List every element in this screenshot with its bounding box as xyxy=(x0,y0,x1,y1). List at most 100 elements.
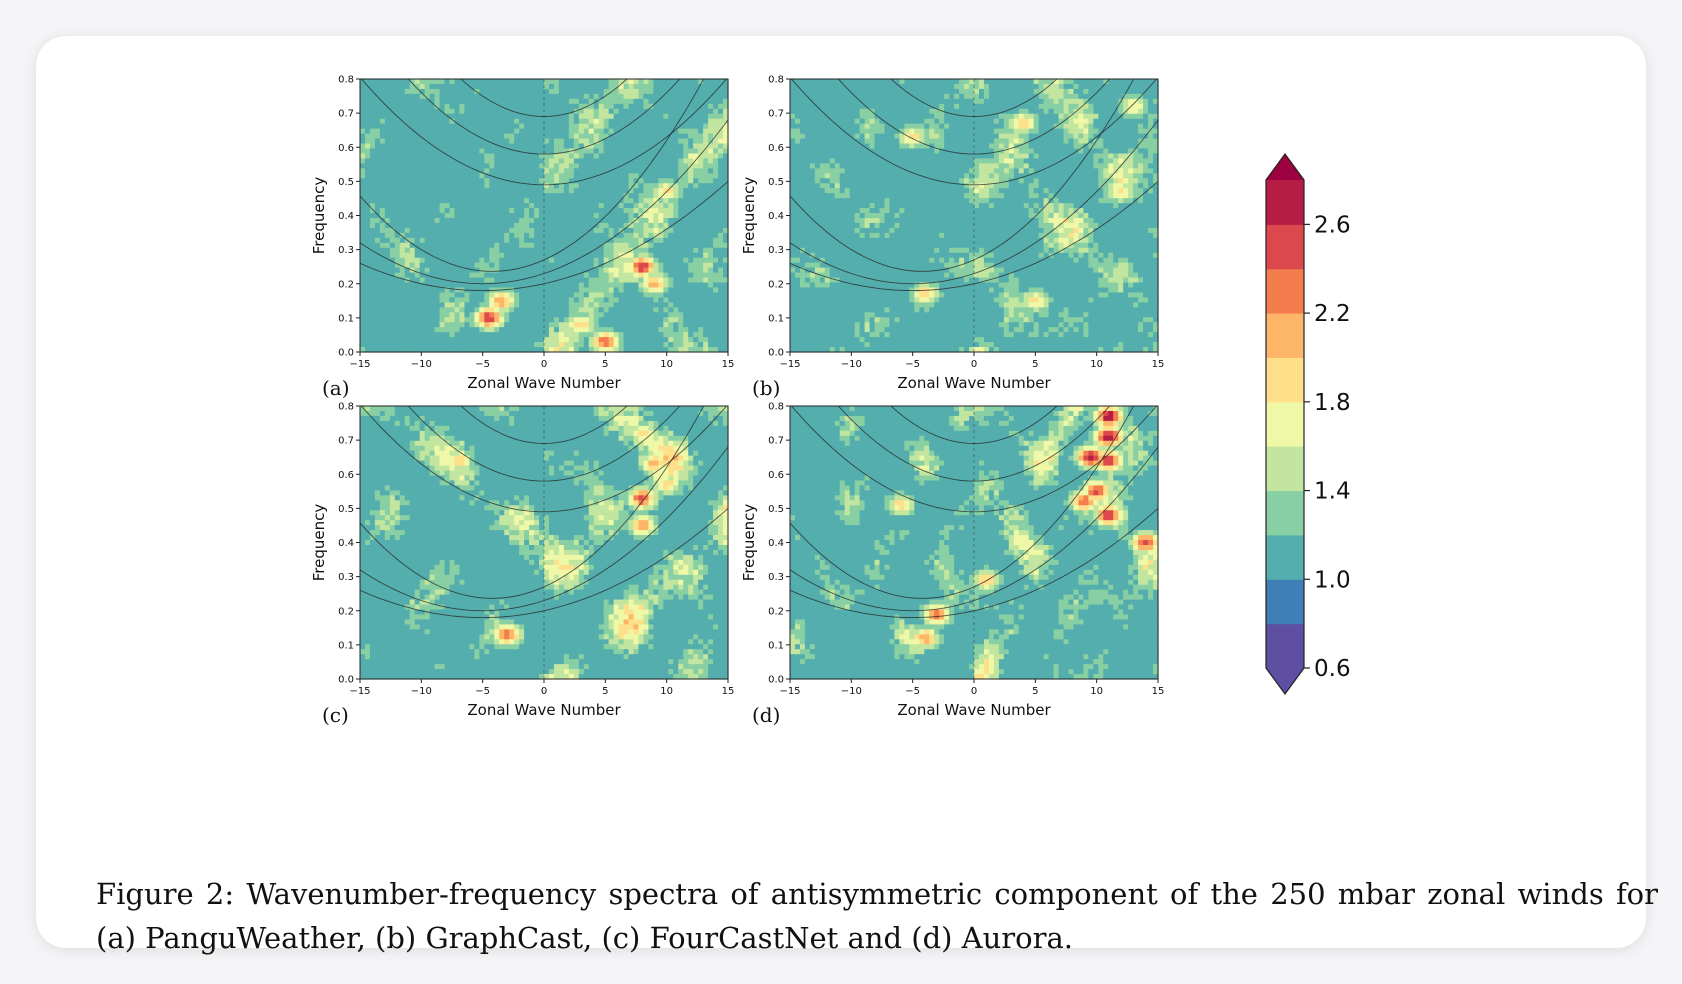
x-tick-label: 15 xyxy=(722,359,735,370)
panel-c: −15 −10 −5 0 5 10 15 0.0 0.1 0.2 0.3 0.4 0.5 0.6 0.7 0.… xyxy=(310,402,735,728)
x-tick-label: −15 xyxy=(349,359,370,370)
y-tick-label: 0.6 xyxy=(338,470,354,481)
heatmap-field xyxy=(360,406,729,680)
heatmap-field xyxy=(360,79,729,353)
x-tick-label: 10 xyxy=(660,359,673,370)
colorbar-tick-label: 2.2 xyxy=(1314,301,1351,327)
y-tick-label: 0.2 xyxy=(338,606,354,617)
colorbar-segment xyxy=(1266,357,1304,403)
y-tick-label: 0.0 xyxy=(338,348,354,359)
x-tick-label: 10 xyxy=(1090,686,1103,697)
x-tick-label: −5 xyxy=(905,686,920,697)
dispersion-curve xyxy=(837,406,1111,482)
colorbar-segment xyxy=(1266,268,1304,314)
panel-a: −15 −10 −5 0 5 10 15 0.0 0.1 0.2 0.3 0.4 0.5 0.6 0.7 0.… xyxy=(310,75,735,401)
panels-layer: −15 −10 −5 0 5 10 15 0.0 0.1 0.2 0.3 0.4 0.5 0.6 0.7 0.… xyxy=(310,75,1165,728)
y-axis-label: Frequency xyxy=(310,177,328,255)
x-tick-label: 5 xyxy=(602,359,608,370)
x-axis-label: Zonal Wave Number xyxy=(467,374,621,392)
x-tick-label: 15 xyxy=(1152,359,1165,370)
y-tick-label: 0.4 xyxy=(338,538,354,549)
colorbar: 0.6 1.0 1.4 1.8 2.2 2.6 xyxy=(1265,152,1351,696)
colorbar-extend-max xyxy=(1266,154,1304,180)
dispersion-curve xyxy=(407,79,681,155)
dispersion-curve xyxy=(360,406,728,513)
colorbar-segment xyxy=(1266,490,1304,536)
y-tick-label: 0.5 xyxy=(768,504,784,515)
y-tick-label: 0.8 xyxy=(768,402,784,413)
colorbar-segment xyxy=(1266,623,1304,669)
y-tick-label: 0.1 xyxy=(768,313,784,324)
x-tick-label: 5 xyxy=(1032,359,1038,370)
caption-text: Wavenumber-frequency spectra of antisymm… xyxy=(96,877,1659,955)
x-tick-label: 5 xyxy=(1032,686,1038,697)
panel-label: (a) xyxy=(322,376,350,400)
panel-label: (b) xyxy=(752,376,780,400)
y-tick-label: 0.6 xyxy=(338,143,354,154)
panel-b: −15 −10 −5 0 5 10 15 0.0 0.1 0.2 0.3 0.4 0.5 0.6 0.7 0.… xyxy=(740,75,1165,401)
y-tick-label: 0.0 xyxy=(338,675,354,686)
x-tick-label: 5 xyxy=(602,686,608,697)
y-tick-label: 0.8 xyxy=(338,402,354,413)
y-tick-label: 0.4 xyxy=(338,211,354,222)
x-axis-label: Zonal Wave Number xyxy=(897,701,1051,719)
heatmap-field xyxy=(790,406,1159,680)
x-tick-label: 0 xyxy=(541,359,547,370)
colorbar-segment xyxy=(1266,224,1304,270)
dispersion-curve xyxy=(360,79,728,186)
colorbar-segment xyxy=(1266,446,1304,492)
y-tick-label: 0.7 xyxy=(768,109,784,120)
x-tick-label: −15 xyxy=(349,686,370,697)
y-tick-label: 0.3 xyxy=(338,572,354,583)
colorbar-segment xyxy=(1266,180,1304,225)
x-tick-label: −10 xyxy=(841,359,862,370)
panel-label: (d) xyxy=(752,703,780,727)
x-tick-label: −5 xyxy=(475,359,490,370)
y-tick-label: 0.1 xyxy=(768,640,784,651)
y-tick-label: 0.1 xyxy=(338,313,354,324)
y-tick-label: 0.0 xyxy=(768,675,784,686)
heatmap-field xyxy=(790,79,1159,353)
figure-caption: Figure 2: Wavenumber-frequency spectra o… xyxy=(96,872,1658,960)
x-tick-label: 15 xyxy=(722,686,735,697)
x-tick-label: 10 xyxy=(660,686,673,697)
colorbar-outline xyxy=(1265,152,1305,696)
y-tick-label: 0.7 xyxy=(338,109,354,120)
y-tick-label: 0.7 xyxy=(338,436,354,447)
y-axis-label: Frequency xyxy=(310,504,328,582)
y-tick-label: 0.1 xyxy=(338,640,354,651)
y-tick-label: 0.2 xyxy=(338,279,354,290)
x-tick-label: 15 xyxy=(1152,686,1165,697)
x-tick-label: 10 xyxy=(1090,359,1103,370)
colorbar-segment xyxy=(1266,534,1304,580)
y-tick-label: 0.5 xyxy=(768,177,784,188)
x-tick-label: 0 xyxy=(971,686,977,697)
y-tick-label: 0.4 xyxy=(768,211,784,222)
y-tick-label: 0.2 xyxy=(768,279,784,290)
y-tick-label: 0.3 xyxy=(768,572,784,583)
dispersion-curve xyxy=(837,79,1111,155)
panel-d: −15 −10 −5 0 5 10 15 0.0 0.1 0.2 0.3 0.4 0.5 0.6 0.7 0.… xyxy=(740,402,1165,728)
colorbar-tick-label: 1.0 xyxy=(1314,567,1351,593)
y-tick-label: 0.4 xyxy=(768,538,784,549)
y-axis-label: Frequency xyxy=(740,504,758,582)
x-tick-label: −10 xyxy=(411,359,432,370)
y-tick-label: 0.5 xyxy=(338,177,354,188)
y-axis-label: Frequency xyxy=(740,177,758,255)
dispersion-curve xyxy=(790,406,1158,513)
y-tick-label: 0.6 xyxy=(768,470,784,481)
dispersion-curve xyxy=(790,79,1158,186)
colorbar-segment xyxy=(1266,579,1304,625)
colorbar-tick-label: 1.4 xyxy=(1314,479,1351,505)
colorbar-segment xyxy=(1266,401,1304,447)
colorbar-tick-label: 0.6 xyxy=(1314,656,1351,682)
y-tick-label: 0.7 xyxy=(768,436,784,447)
x-tick-label: −5 xyxy=(475,686,490,697)
colorbar-tick-label: 1.8 xyxy=(1314,390,1351,416)
y-tick-label: 0.3 xyxy=(768,245,784,256)
x-axis-label: Zonal Wave Number xyxy=(467,701,621,719)
x-tick-label: −15 xyxy=(779,686,800,697)
colorbar-tick-label: 2.6 xyxy=(1314,212,1351,238)
dispersion-curve xyxy=(407,406,681,482)
y-tick-label: 0.8 xyxy=(338,75,354,86)
